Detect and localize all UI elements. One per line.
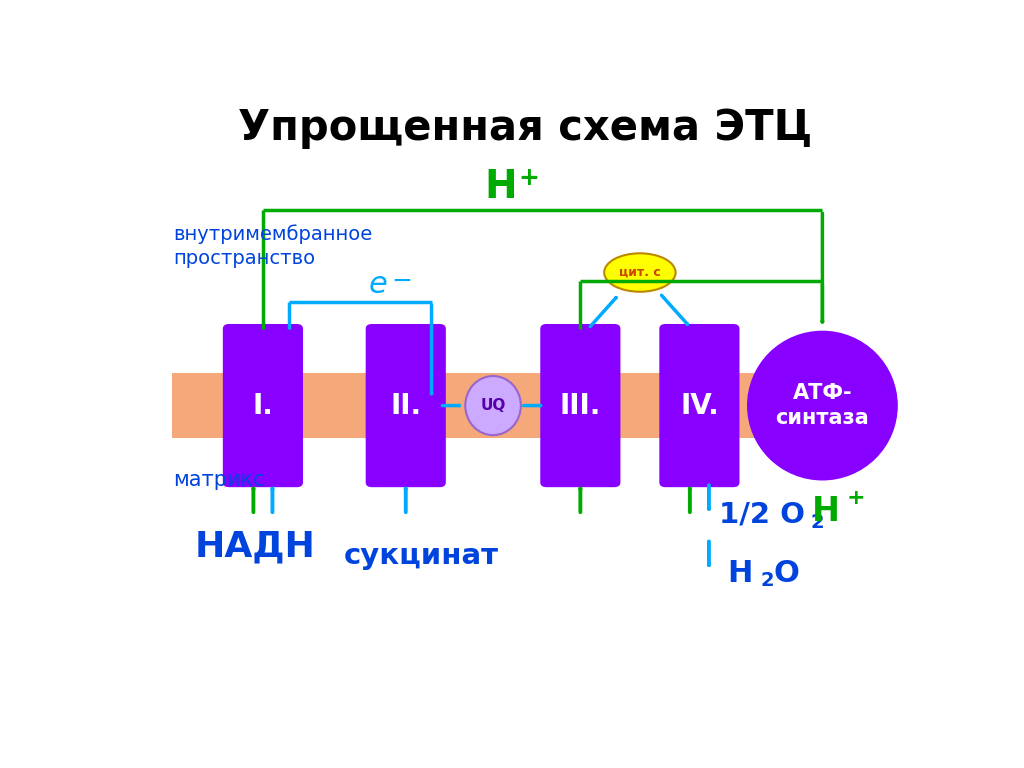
Text: НАДН: НАДН [195,530,315,564]
Text: О: О [773,559,799,588]
FancyBboxPatch shape [223,324,303,487]
Text: цит. с: цит. с [618,266,660,279]
Text: +: + [518,166,540,190]
Text: H: H [484,167,517,206]
Text: 2: 2 [761,571,774,590]
Text: матрикс: матрикс [173,469,265,489]
Text: сукцинат: сукцинат [344,541,499,570]
Text: III.: III. [560,392,601,419]
Text: H: H [812,495,841,528]
Text: АТФ-
синтаза: АТФ- синтаза [775,383,869,428]
Text: внутримембранное
пространство: внутримембранное пространство [173,224,373,267]
Ellipse shape [746,331,898,481]
Text: e: e [369,270,387,299]
Text: 2: 2 [811,512,824,531]
Ellipse shape [465,376,521,435]
Text: IV.: IV. [680,392,719,419]
Text: −: − [391,270,413,293]
Text: I.: I. [253,392,273,419]
FancyBboxPatch shape [659,324,739,487]
Text: +: + [847,488,865,508]
Text: II.: II. [390,392,421,419]
Text: 1/2 О: 1/2 О [719,501,805,529]
Ellipse shape [604,253,676,292]
Text: Упрощенная схема ЭТЦ: Упрощенная схема ЭТЦ [238,107,812,149]
Text: UQ: UQ [480,398,506,413]
Text: Н: Н [727,559,753,588]
FancyBboxPatch shape [541,324,621,487]
Bar [172,373,862,438]
FancyBboxPatch shape [366,324,445,487]
